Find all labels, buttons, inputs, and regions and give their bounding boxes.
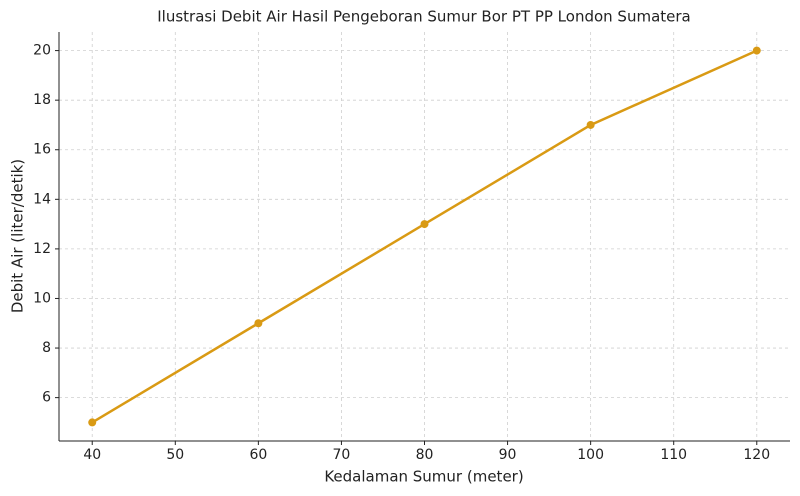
x-tick-label: 90: [499, 447, 517, 463]
y-tick-label: 8: [42, 340, 51, 356]
x-tick-label: 40: [83, 447, 101, 463]
x-tick-label: 110: [660, 447, 687, 463]
x-tick-label: 50: [166, 447, 184, 463]
data-point: [420, 220, 429, 229]
y-tick-label: 10: [33, 290, 51, 306]
y-tick-label: 16: [33, 142, 51, 158]
x-tick-label: 80: [416, 447, 434, 463]
y-tick-label: 12: [33, 241, 51, 257]
y-tick-label: 18: [33, 92, 51, 108]
x-tick-label: 120: [743, 447, 770, 463]
data-point: [88, 418, 97, 427]
y-axis-label: Debit Air (liter/detik): [9, 159, 27, 313]
x-axis-label: Kedalaman Sumur (meter): [324, 468, 523, 486]
data-point: [254, 319, 263, 328]
data-point: [586, 120, 595, 129]
chart-title: Ilustrasi Debit Air Hasil Pengeboran Sum…: [157, 8, 690, 26]
y-tick-label: 20: [33, 43, 51, 59]
x-tick-label: 100: [577, 447, 604, 463]
y-tick-label: 14: [33, 191, 51, 207]
y-tick-label: 6: [42, 390, 51, 406]
x-tick-label: 60: [249, 447, 267, 463]
x-tick-label: 70: [333, 447, 351, 463]
data-point: [752, 46, 761, 55]
